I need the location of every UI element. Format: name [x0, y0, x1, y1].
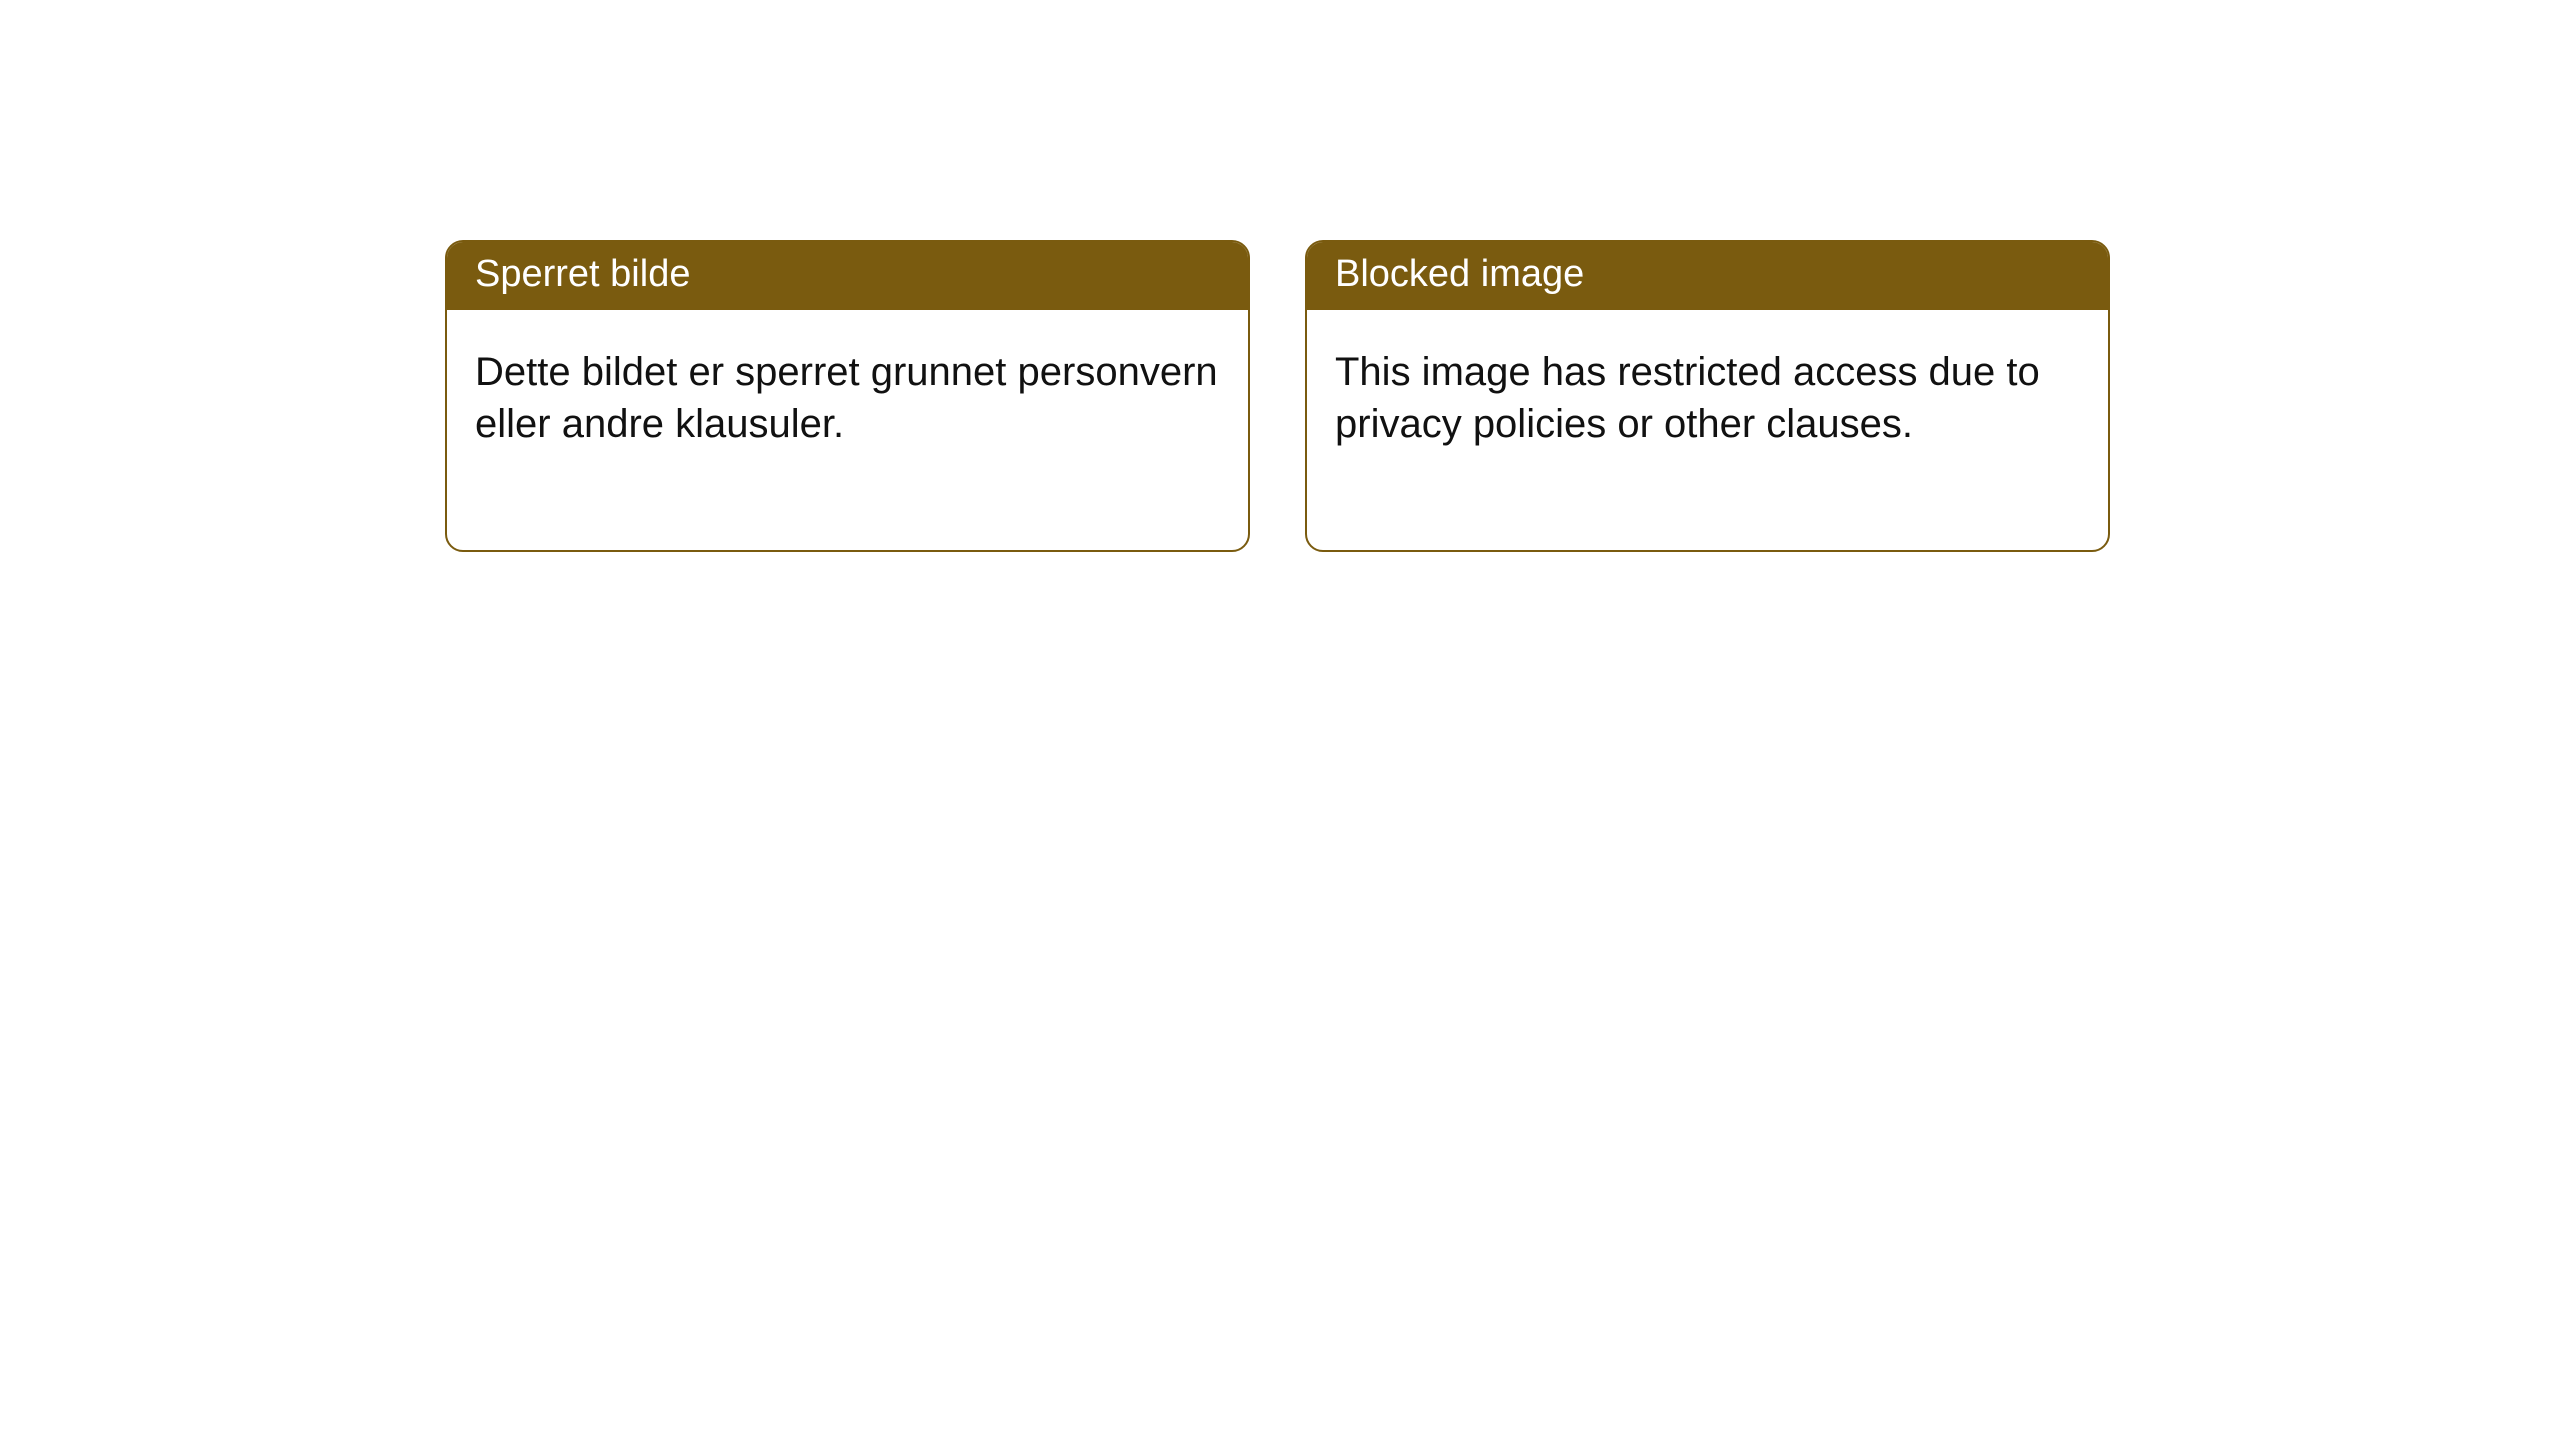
card-header-en: Blocked image	[1307, 242, 2108, 310]
card-title-en: Blocked image	[1335, 253, 1584, 295]
blocked-image-card-no: Sperret bilde Dette bildet er sperret gr…	[445, 240, 1250, 552]
card-text-en: This image has restricted access due to …	[1335, 350, 2040, 446]
card-title-no: Sperret bilde	[475, 253, 690, 295]
card-header-no: Sperret bilde	[447, 242, 1248, 310]
blocked-image-card-en: Blocked image This image has restricted …	[1305, 240, 2110, 552]
card-body-en: This image has restricted access due to …	[1307, 310, 2108, 550]
card-body-no: Dette bildet er sperret grunnet personve…	[447, 310, 1248, 550]
cards-container: Sperret bilde Dette bildet er sperret gr…	[0, 0, 2560, 552]
card-text-no: Dette bildet er sperret grunnet personve…	[475, 350, 1218, 446]
